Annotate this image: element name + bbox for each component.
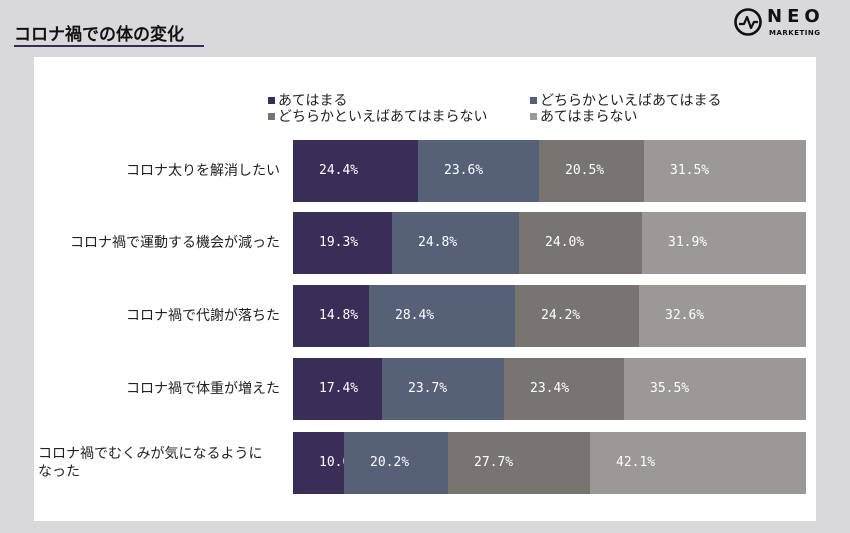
bar-segment bbox=[293, 358, 382, 420]
bar-segment bbox=[644, 140, 806, 202]
page-title: コロナ禍での体の変化 bbox=[14, 25, 184, 45]
bar-segment bbox=[293, 212, 392, 274]
bar-segment bbox=[382, 358, 504, 420]
data-label: 24.2% bbox=[541, 308, 581, 323]
data-label: 24.8% bbox=[418, 235, 458, 250]
logo-main-text: NEO bbox=[767, 6, 825, 27]
legend-label: どちらかといえばあてはまらない bbox=[278, 109, 488, 125]
data-label: 24.4% bbox=[319, 163, 359, 178]
bar-segment bbox=[642, 212, 806, 274]
bar-segment bbox=[590, 432, 806, 494]
data-label: 17.4% bbox=[319, 381, 359, 396]
category-label: コロナ禍で代謝が落ちた bbox=[126, 308, 280, 324]
bar-segment bbox=[515, 285, 639, 347]
logo-sub-text: MARKETING bbox=[769, 29, 821, 37]
bar-segment bbox=[624, 358, 806, 420]
data-label: 31.5% bbox=[670, 163, 710, 178]
legend-label: あてはまらない bbox=[540, 109, 638, 125]
bar-segment bbox=[448, 432, 590, 494]
category-label: コロナ禍で運動する機会が減った bbox=[70, 235, 280, 251]
data-label: 27.7% bbox=[474, 455, 514, 470]
data-label: 32.6% bbox=[665, 308, 705, 323]
bar-segment bbox=[418, 140, 539, 202]
legend-label: あてはまる bbox=[278, 93, 348, 109]
data-label: 19.3% bbox=[319, 235, 359, 250]
data-label: 42.1% bbox=[616, 455, 656, 470]
data-label: 23.6% bbox=[444, 163, 484, 178]
bar-segment bbox=[504, 358, 624, 420]
data-label: 20.5% bbox=[565, 163, 605, 178]
bar-row: 24.4% 23.6% 20.5% 31.5% bbox=[293, 140, 806, 202]
bar-segment bbox=[344, 432, 448, 494]
legend-swatch bbox=[530, 96, 537, 104]
data-label: 35.5% bbox=[650, 381, 690, 396]
bar-row: 14.8% 28.4% 24.2% 32.6% bbox=[293, 285, 806, 347]
data-label: 20.2% bbox=[370, 455, 410, 470]
category-label: コロナ禍でむくみが気になるように なった bbox=[38, 446, 263, 480]
legend-swatch bbox=[268, 112, 275, 120]
bar-segment bbox=[293, 285, 369, 347]
legend-item-1: あてはまる bbox=[268, 90, 347, 110]
category-label: コロナ禍で体重が増えた bbox=[126, 381, 280, 397]
legend-item-4: あてはまらない bbox=[530, 106, 637, 126]
category-label: コロナ太りを解消したい bbox=[126, 163, 280, 179]
neo-marketing-logo: NEO MARKETING bbox=[733, 6, 829, 40]
legend-item-2: どちらかといえばあてはまる bbox=[530, 90, 721, 110]
data-label: 23.7% bbox=[408, 381, 448, 396]
bar-segment bbox=[539, 140, 644, 202]
legend-item-3: どちらかといえばあてはまらない bbox=[268, 106, 487, 126]
bar-segment bbox=[639, 285, 806, 347]
data-label: 14.8% bbox=[319, 308, 359, 323]
chart-legend: あてはまる どちらかといえばあてはまるどちらかといえばあてはまらない あてはまらない bbox=[268, 90, 808, 126]
data-label: 24.0% bbox=[545, 235, 585, 250]
bar-row: 10.0% 20.2% 27.7% 42.1% bbox=[293, 432, 806, 494]
bar-segment bbox=[369, 285, 515, 347]
data-label: 23.4% bbox=[530, 381, 570, 396]
bar-segment bbox=[519, 212, 642, 274]
legend-swatch bbox=[268, 96, 275, 104]
pulse-icon bbox=[734, 8, 762, 36]
legend-swatch bbox=[530, 112, 537, 120]
data-label: 28.4% bbox=[395, 308, 435, 323]
bar-segment bbox=[392, 212, 519, 274]
bar-row: 17.4% 23.7% 23.4% 35.5% bbox=[293, 358, 806, 420]
data-label: 31.9% bbox=[668, 235, 708, 250]
title-underline bbox=[14, 45, 204, 47]
legend-label: どちらかといえばあてはまる bbox=[540, 93, 722, 109]
bar-segment bbox=[293, 140, 418, 202]
bar-row: 19.3% 24.8% 24.0% 31.9% bbox=[293, 212, 806, 274]
bar-segment bbox=[293, 432, 344, 494]
